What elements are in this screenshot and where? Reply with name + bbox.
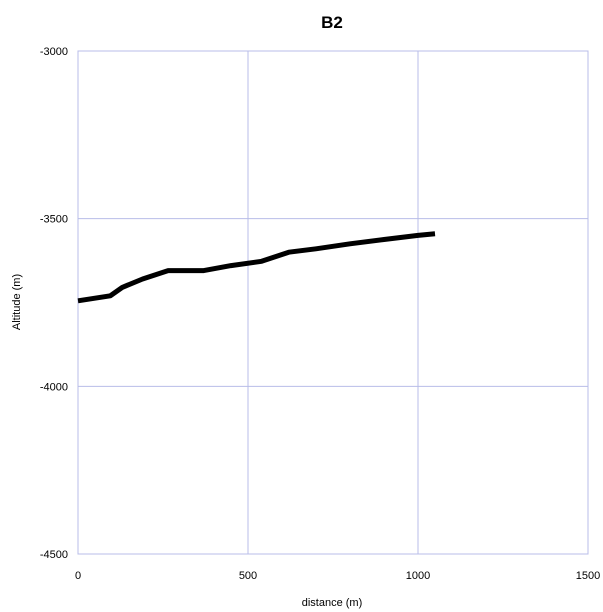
x-tick-label: 1500 [576,570,600,582]
x-tick-label: 0 [75,570,81,582]
x-tick-label: 500 [239,570,257,582]
x-axis-label: distance (m) [302,597,363,609]
x-tick-labels: 0 500 1000 1500 [75,570,600,582]
y-tick-label: -4500 [40,549,68,561]
plot-frame [77,50,589,555]
grid-layer [77,50,589,555]
series-line [77,231,436,304]
series-layer [77,231,436,304]
y-tick-label: -4000 [40,381,68,393]
y-tick-label: -3500 [40,214,68,226]
y-tick-label: -3000 [40,46,68,58]
y-axis-label: Altitude (m) [11,274,23,330]
y-tick-labels: -3000 -3500 -4000 -4500 [40,46,68,561]
chart-title: B2 [321,13,343,32]
x-tick-label: 1000 [406,570,430,582]
